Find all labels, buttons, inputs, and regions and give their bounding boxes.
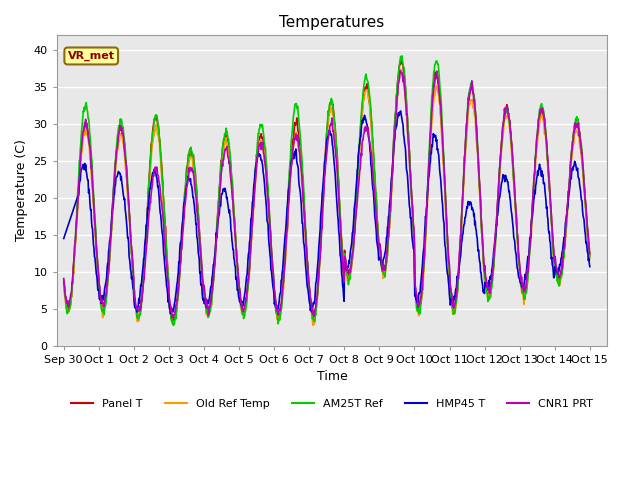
AM25T Ref bbox=[553, 271, 561, 276]
Line: CNR1 PRT: CNR1 PRT bbox=[64, 71, 590, 318]
AM25T Ref bbox=[441, 180, 449, 185]
Old Ref Temp bbox=[586, 257, 594, 263]
Panel T bbox=[441, 186, 449, 192]
Old Ref Temp bbox=[256, 138, 264, 144]
Old Ref Temp bbox=[553, 272, 561, 278]
AM25T Ref bbox=[170, 322, 177, 328]
Old Ref Temp bbox=[332, 136, 340, 142]
AM25T Ref bbox=[129, 264, 136, 270]
Panel T bbox=[129, 259, 136, 264]
Line: Panel T: Panel T bbox=[64, 60, 590, 322]
CNR1 PRT bbox=[332, 153, 340, 159]
Old Ref Temp bbox=[60, 284, 68, 289]
Title: Temperatures: Temperatures bbox=[280, 15, 385, 30]
Panel T bbox=[332, 133, 340, 139]
Old Ref Temp bbox=[441, 192, 449, 198]
CNR1 PRT bbox=[256, 142, 264, 147]
Text: VR_met: VR_met bbox=[68, 51, 115, 61]
AM25T Ref bbox=[256, 126, 264, 132]
Panel T bbox=[200, 287, 207, 292]
HMP45 T bbox=[441, 243, 449, 249]
Old Ref Temp bbox=[129, 265, 136, 271]
Y-axis label: Temperature (C): Temperature (C) bbox=[15, 140, 28, 241]
Legend: Panel T, Old Ref Temp, AM25T Ref, HMP45 T, CNR1 PRT: Panel T, Old Ref Temp, AM25T Ref, HMP45 … bbox=[67, 395, 598, 413]
Line: HMP45 T: HMP45 T bbox=[64, 111, 590, 314]
Line: Old Ref Temp: Old Ref Temp bbox=[64, 69, 590, 325]
AM25T Ref bbox=[332, 136, 340, 142]
HMP45 T bbox=[256, 153, 264, 159]
HMP45 T bbox=[553, 268, 561, 274]
HMP45 T bbox=[166, 311, 174, 317]
CNR1 PRT bbox=[200, 287, 207, 293]
AM25T Ref bbox=[60, 282, 68, 288]
HMP45 T bbox=[397, 108, 404, 114]
CNR1 PRT bbox=[396, 68, 404, 73]
AM25T Ref bbox=[398, 53, 406, 59]
Old Ref Temp bbox=[397, 66, 404, 72]
AM25T Ref bbox=[586, 254, 594, 260]
Panel T bbox=[553, 268, 561, 274]
HMP45 T bbox=[60, 236, 68, 241]
Panel T bbox=[397, 57, 404, 62]
HMP45 T bbox=[200, 296, 207, 301]
CNR1 PRT bbox=[168, 315, 176, 321]
X-axis label: Time: Time bbox=[317, 370, 348, 383]
HMP45 T bbox=[332, 183, 340, 189]
AM25T Ref bbox=[200, 292, 207, 298]
CNR1 PRT bbox=[586, 250, 594, 256]
Panel T bbox=[168, 319, 176, 325]
CNR1 PRT bbox=[553, 266, 561, 272]
Panel T bbox=[256, 134, 264, 140]
Line: AM25T Ref: AM25T Ref bbox=[64, 56, 590, 325]
CNR1 PRT bbox=[129, 254, 136, 260]
HMP45 T bbox=[129, 280, 136, 286]
Old Ref Temp bbox=[200, 294, 207, 300]
Old Ref Temp bbox=[170, 323, 177, 328]
Panel T bbox=[60, 277, 68, 283]
CNR1 PRT bbox=[441, 184, 449, 190]
CNR1 PRT bbox=[60, 276, 68, 281]
Panel T bbox=[586, 252, 594, 258]
HMP45 T bbox=[586, 264, 594, 270]
